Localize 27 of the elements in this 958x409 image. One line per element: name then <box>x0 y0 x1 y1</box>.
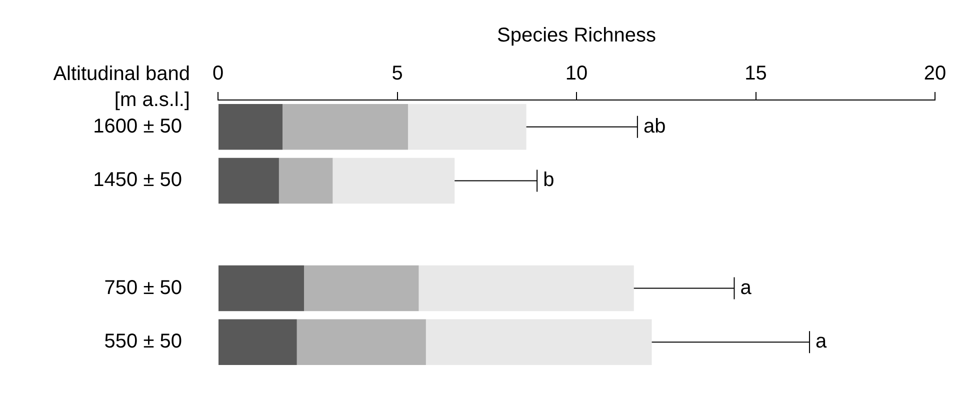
x-tick-label: 5 <box>392 62 403 85</box>
bar <box>304 265 419 312</box>
y-tick-label: 1450 ± 50 <box>93 169 182 192</box>
bar <box>218 104 283 150</box>
bar <box>282 104 408 150</box>
x-tick-label: 20 <box>924 62 946 85</box>
y-tick-label: 750 ± 50 <box>104 276 182 299</box>
y-tick-label: 550 ± 50 <box>104 330 182 353</box>
annotation: ab <box>643 115 666 138</box>
y-axis-title: Altitudinal band [m a.s.l.] <box>53 63 190 111</box>
bar <box>408 104 526 150</box>
bar <box>278 158 333 204</box>
bar <box>296 319 426 365</box>
annotation: a <box>816 330 828 353</box>
bar <box>426 319 652 365</box>
y-tick-label: 1600 ± 50 <box>93 115 182 138</box>
bar <box>418 265 634 312</box>
x-tick-label: 10 <box>565 62 588 85</box>
bar <box>218 265 304 312</box>
bar <box>218 158 279 204</box>
x-axis-title: Species Richness <box>497 24 656 47</box>
bar <box>218 319 297 365</box>
x-tick-label: 0 <box>212 62 224 85</box>
bar <box>332 158 455 204</box>
x-tick-label: 15 <box>744 62 767 85</box>
annotation: a <box>740 276 752 299</box>
annotation: b <box>543 169 554 192</box>
